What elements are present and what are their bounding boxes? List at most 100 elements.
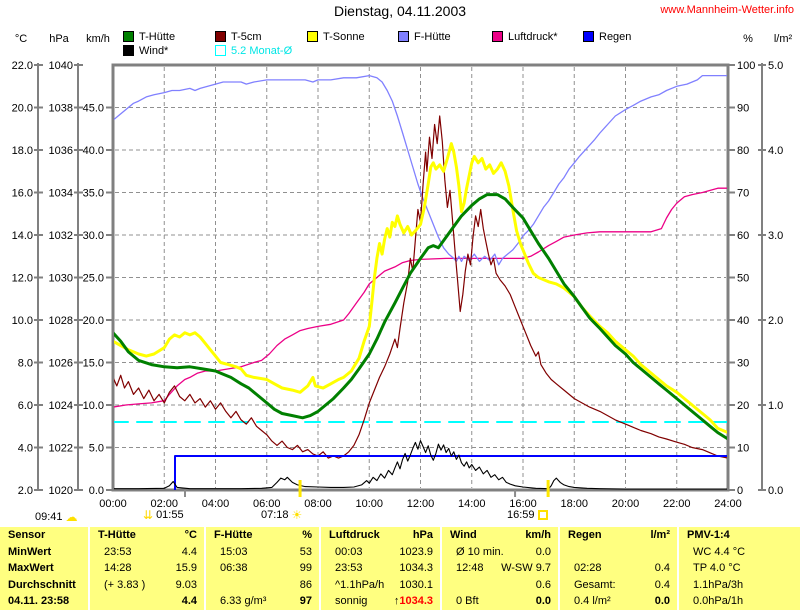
cell-time: TP 4.0 °C: [693, 562, 741, 575]
table-col-header: Luftdruck hPa: [321, 527, 440, 544]
cell-time: 23:53: [104, 545, 132, 558]
cell-time: [442, 577, 456, 594]
table-cell: 15:03 53: [206, 544, 319, 561]
col-header-label: F-Hütte: [214, 529, 253, 541]
legend-swatch-icon: [123, 31, 134, 42]
svg-text:10:00: 10:00: [355, 498, 383, 510]
cell-time: 06:38: [220, 562, 248, 575]
row-label-text: MinWert: [8, 545, 52, 558]
cell-time: WC 4.4 °C: [693, 545, 746, 558]
legend-label: T-Hütte: [139, 30, 176, 43]
row-label-text: MaxWert: [8, 562, 54, 575]
svg-text:02:00: 02:00: [150, 498, 178, 510]
cell-value: 1023.9: [399, 545, 433, 558]
rain-unit-label: l/m²: [773, 33, 793, 45]
row-label-text: Sensor: [8, 529, 46, 541]
cell-time: 12:48: [456, 562, 484, 575]
pressure-unit-label: hPa: [49, 33, 69, 45]
legend-swatch-icon: [398, 31, 409, 42]
table-cell: 14:28 15.9: [90, 560, 204, 577]
cell-time: (+ 3.83 ): [104, 578, 146, 591]
table-col-header: T-Hütte °C: [90, 527, 204, 544]
page-title: Dienstag, 04.11.2003: [333, 3, 467, 19]
table-cell: 86: [206, 577, 319, 594]
table-row-label: 04.11. 23:58: [0, 593, 88, 610]
legend-label: Luftdruck*: [508, 30, 558, 43]
table-cell: 0 Bft 0.0: [442, 593, 558, 610]
svg-text:1026: 1026: [49, 358, 73, 370]
svg-text:4.0: 4.0: [18, 443, 33, 455]
svg-text:8.0: 8.0: [18, 358, 33, 370]
col-header-unit: hPa: [412, 529, 433, 541]
col-header-label: Regen: [568, 529, 602, 541]
sunshine-duration-value: 09:41: [35, 511, 63, 523]
table-row-label: Durchschnitt: [0, 577, 88, 594]
table-col-T-Hütte: T-Hütte °C 23:53 4.4 14:28 15.9 (+ 3.83 ) 9.03 4…: [88, 527, 204, 610]
svg-text:22.0: 22.0: [12, 60, 33, 72]
legend-swatch-icon: [583, 31, 594, 42]
svg-text:04:00: 04:00: [202, 498, 230, 510]
sunset-time: 16:59: [507, 509, 535, 521]
cell-value: [793, 593, 800, 610]
table-cell: 0.0hPa/1h: [679, 593, 800, 610]
series-T-Sonne: [114, 142, 727, 434]
row-label-text: 04.11. 23:58: [8, 595, 70, 608]
cell-value: ↑1034.3: [394, 593, 440, 610]
cell-value: 0.4: [654, 562, 670, 575]
svg-text:1020: 1020: [49, 485, 73, 497]
svg-text:18.0: 18.0: [12, 145, 33, 157]
cell-time: 1.1hPa/3h: [693, 578, 744, 591]
table-cell: 0.4 l/m² 0.0: [560, 593, 677, 610]
svg-text:18:00: 18:00: [560, 498, 588, 510]
wind-unit-label: km/h: [86, 33, 110, 45]
table-col-header: Wind km/h: [442, 527, 558, 544]
svg-text:12.0: 12.0: [12, 273, 33, 285]
cell-time: [90, 593, 104, 610]
svg-text:06:00: 06:00: [253, 498, 281, 510]
legend-label: F-Hütte: [414, 30, 451, 43]
event1-marker: ⇊ 01:55: [143, 509, 184, 521]
cell-value: 15.9: [175, 562, 197, 575]
cell-time: [560, 544, 574, 561]
legend-swatch-icon: [215, 45, 226, 56]
cell-value: [793, 560, 800, 577]
site-link[interactable]: www.Mannheim-Wetter.info: [660, 4, 794, 16]
svg-text:20.0: 20.0: [12, 103, 33, 115]
cell-time: 0 Bft: [456, 595, 479, 608]
legend-label: Wind*: [139, 44, 169, 57]
table-col-F-Hütte: F-Hütte% 15:03 53 06:38 99 86 6.33 g/m³ 97: [204, 527, 319, 610]
legend-label: T-5cm: [231, 30, 262, 43]
legend-swatch-icon: [307, 31, 318, 42]
cell-value: 1034.3: [399, 562, 433, 575]
series-Luftdruck: [114, 187, 727, 408]
col-header-unit: l/m²: [650, 529, 670, 541]
svg-text:10.0: 10.0: [83, 400, 104, 412]
down-arrows-icon: ⇊: [143, 508, 154, 522]
svg-text:90: 90: [737, 103, 749, 115]
svg-text:1034: 1034: [49, 188, 73, 200]
svg-text:40.0: 40.0: [83, 145, 104, 157]
svg-text:30: 30: [737, 358, 749, 370]
svg-text:100: 100: [737, 60, 755, 72]
cell-value: 0.4: [654, 578, 670, 591]
cell-time: sonnig: [335, 595, 368, 608]
svg-text:15.0: 15.0: [83, 358, 104, 370]
cell-value: [670, 544, 677, 561]
cell-value: 99: [299, 562, 312, 575]
svg-text:5.0: 5.0: [768, 60, 783, 72]
table-row-label: Sensor: [0, 527, 88, 544]
svg-text:80: 80: [737, 145, 749, 157]
svg-text:25.0: 25.0: [83, 273, 104, 285]
cell-time: 0.4 l/m²: [574, 595, 611, 608]
sunset-square-icon: [537, 510, 548, 520]
cell-time: 02:28: [574, 562, 602, 575]
sunset-marker: 16:59: [507, 509, 548, 521]
trend-up-arrow-icon: ↑: [393, 595, 400, 608]
legend-item-3: F-Hütte: [398, 30, 451, 43]
svg-text:60: 60: [737, 230, 749, 242]
svg-text:16.0: 16.0: [12, 188, 33, 200]
svg-text:12:00: 12:00: [407, 498, 435, 510]
svg-text:1.0: 1.0: [768, 400, 783, 412]
col-header-label: Wind: [450, 529, 477, 541]
